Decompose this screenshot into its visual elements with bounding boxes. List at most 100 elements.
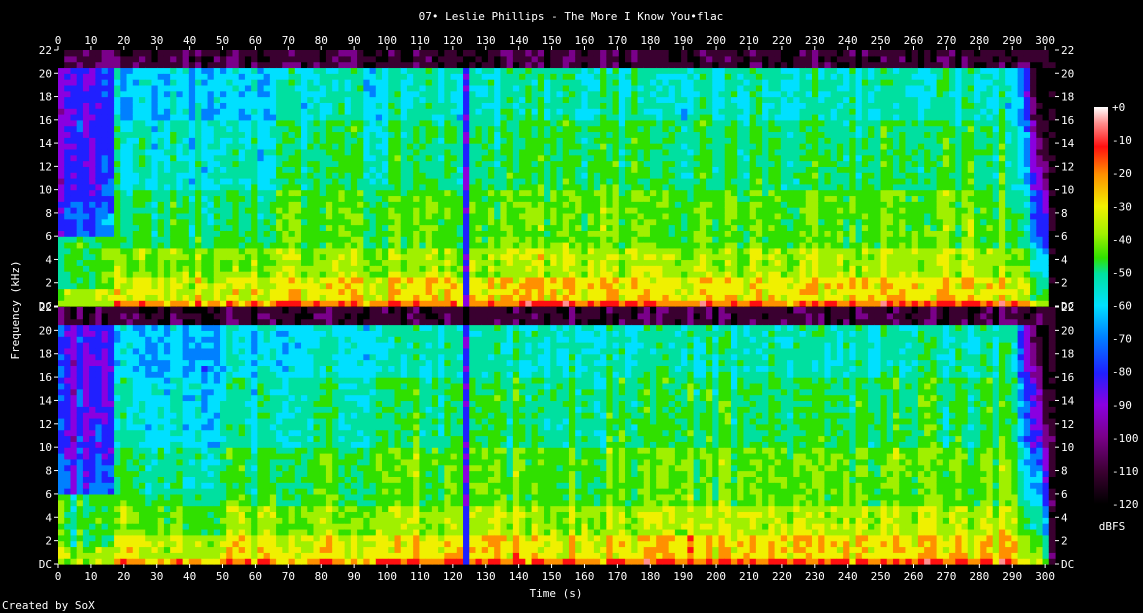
spectrogram-cell: [232, 178, 240, 185]
spectrogram-cell: [163, 247, 171, 255]
spectrogram-cell: [307, 218, 315, 226]
spectrogram-cell: [400, 201, 408, 208]
spectrogram-cell: [232, 143, 240, 150]
spectrogram-cell: [313, 294, 321, 301]
spectrogram-cell: [313, 143, 321, 150]
spectrogram-cell: [294, 207, 302, 214]
spectrogram-cell: [114, 282, 121, 290]
spectrogram-cell: [107, 189, 115, 197]
spectrogram-cell: [494, 143, 502, 150]
spectrogram-cell: [706, 247, 713, 255]
spectrogram-cell: [730, 189, 738, 197]
spectrogram-cell: [612, 195, 620, 202]
spectrogram-cell: [693, 166, 701, 173]
spectrogram-cell: [674, 108, 682, 115]
spectrogram-cell: [126, 253, 134, 261]
spectrogram-cell: [544, 178, 551, 185]
spectrogram-cell: [593, 154, 601, 162]
spectrogram-cell: [114, 131, 121, 138]
spectrogram-cell: [294, 242, 302, 249]
spectrogram-cell: [207, 125, 215, 133]
spectrogram-cell: [625, 172, 632, 179]
spectrogram-cell: [388, 55, 396, 63]
spectrogram-cell: [693, 137, 701, 144]
spectrogram-cell: [444, 96, 452, 103]
spectrogram-cell: [668, 90, 676, 98]
spectrogram-cell: [319, 119, 327, 127]
spectrogram-cell: [743, 294, 751, 301]
spectrogram-cell: [257, 119, 265, 127]
spectrogram-cell: [382, 114, 389, 121]
spectrogram-cell: [519, 143, 526, 150]
spectrogram-cell: [494, 154, 502, 162]
spectrogram-cell: [58, 90, 65, 98]
spectrogram-cell: [139, 114, 146, 121]
spectrogram-cell: [755, 137, 763, 144]
spectrogram-cell: [525, 271, 533, 278]
spectrogram-cell: [643, 166, 651, 173]
spectrogram-cell: [107, 137, 115, 144]
spectrogram-cell: [151, 108, 159, 115]
spectrogram-cell: [163, 178, 171, 185]
spectrogram-cell: [681, 96, 688, 103]
spectrogram-cell: [176, 183, 184, 191]
spectrogram-cell: [737, 143, 745, 150]
spectrogram-cell: [238, 230, 246, 237]
spectrogram-cell: [444, 212, 452, 220]
spectrogram-cell: [718, 50, 726, 57]
spectrogram-cell: [712, 143, 720, 150]
spectrogram-cell: [195, 84, 202, 92]
spectrogram-cell: [70, 160, 78, 167]
spectrogram-cell: [76, 50, 84, 57]
spectrogram-cell: [151, 253, 159, 261]
spectrogram-cell: [450, 195, 458, 202]
spectrogram-cell: [456, 79, 464, 86]
spectrogram-cell: [519, 207, 526, 214]
spectrogram-cell: [400, 294, 408, 301]
spectrogram-cell: [656, 207, 664, 214]
spectrogram-cell: [145, 67, 153, 74]
spectrogram-cell: [706, 79, 713, 86]
spectrogram-cell: [568, 172, 576, 179]
spectrogram-cell: [145, 212, 153, 220]
spectrogram-cell: [687, 253, 695, 261]
spectrogram-cell: [406, 114, 414, 121]
spectrogram-cell: [637, 271, 645, 278]
spectrogram-cell: [606, 218, 614, 226]
spectrogram-cell: [232, 131, 240, 138]
spectrogram-cell: [319, 242, 327, 249]
spectrogram-cell: [375, 119, 383, 127]
spectrogram-cell: [475, 183, 483, 191]
spectrogram-cell: [643, 90, 651, 98]
spectrogram-cell: [712, 271, 720, 278]
spectrogram-cell: [64, 178, 72, 185]
spectrogram-cell: [693, 236, 701, 243]
spectrogram-cell: [89, 67, 96, 74]
spectrogram-cell: [718, 236, 726, 243]
spectrogram-cell: [668, 288, 676, 295]
spectrogram-cell: [525, 160, 533, 167]
spectrogram-cell: [107, 230, 115, 237]
spectrogram-cell: [201, 201, 209, 208]
spectrogram-cell: [755, 224, 763, 231]
spectrogram-cell: [232, 154, 240, 162]
spectrogram-cell: [662, 73, 670, 80]
spectrogram-cell: [145, 253, 153, 261]
spectrogram-cell: [170, 108, 177, 115]
spectrogram-cell: [394, 90, 402, 98]
spectrogram-cell: [506, 50, 514, 57]
spectrogram-cell: [687, 230, 695, 237]
spectrogram-cell: [294, 265, 302, 272]
spectrogram-cell: [282, 230, 290, 237]
spectrogram-cell: [475, 172, 483, 179]
spectrogram-cell: [681, 154, 688, 162]
spectrogram-cell: [213, 90, 221, 98]
spectrogram-cell: [544, 131, 551, 138]
spectrogram-cell: [282, 84, 290, 92]
spectrogram-cell: [706, 201, 713, 208]
spectrogram-cell: [587, 166, 595, 173]
spectrogram-cell: [438, 207, 445, 214]
spectrogram-cell: [406, 242, 414, 249]
spectrogram-cell: [126, 79, 134, 86]
spectrogram-cell: [463, 61, 470, 69]
